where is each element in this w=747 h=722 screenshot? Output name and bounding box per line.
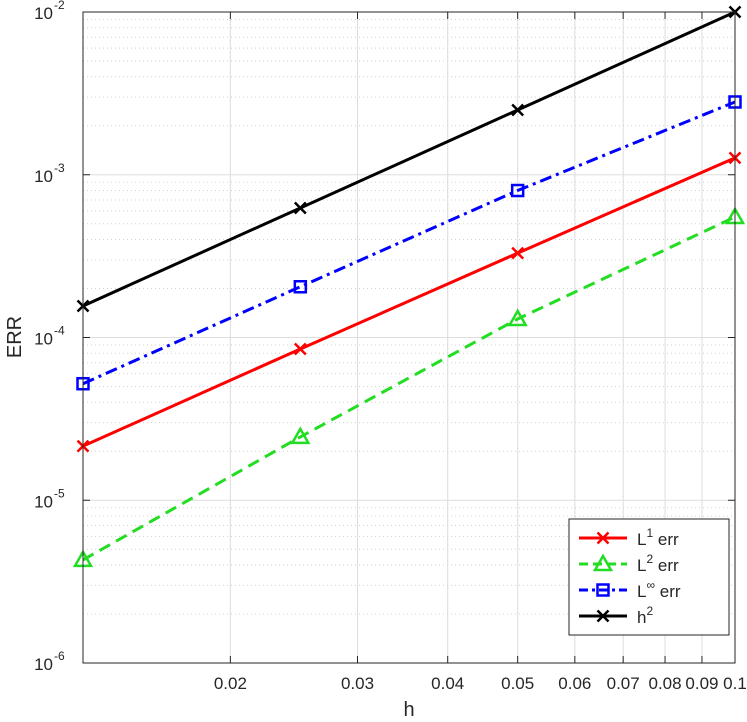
x-tick-label: 0.09 bbox=[685, 674, 718, 693]
x-axis-label: h bbox=[403, 699, 414, 721]
y-axis-label: ERR bbox=[4, 316, 26, 358]
legend-label: L1 err bbox=[637, 526, 679, 549]
y-tick-label: 10 bbox=[34, 492, 53, 511]
series-line bbox=[82, 100, 736, 386]
y-tick-label: 10 bbox=[34, 330, 53, 349]
legend-entry: L1 err bbox=[579, 526, 679, 549]
legend-entry: L2 err bbox=[579, 552, 679, 575]
x-tick-label: 0.07 bbox=[607, 674, 640, 693]
x-tick-label: 0.1 bbox=[723, 674, 747, 693]
y-tick-exponent: -5 bbox=[54, 486, 65, 500]
y-tick-label: 10 bbox=[34, 655, 53, 674]
marker-x bbox=[293, 201, 307, 215]
legend-entry: h2 bbox=[579, 604, 653, 627]
marker-triangle bbox=[507, 308, 528, 327]
y-tick-exponent: -2 bbox=[54, 0, 65, 12]
marker-square bbox=[293, 280, 308, 294]
marker-x bbox=[596, 531, 610, 545]
marker-x bbox=[293, 342, 307, 356]
x-tick-label: 0.06 bbox=[558, 674, 591, 693]
marker-x bbox=[511, 103, 525, 117]
y-tick-exponent: -6 bbox=[54, 649, 65, 663]
legend: L1 err L2 err L∞ err h2 bbox=[568, 518, 730, 636]
legend-label: L∞ err bbox=[637, 578, 681, 601]
y-tick-label: 10 bbox=[34, 167, 53, 186]
y-tick-exponent: -3 bbox=[54, 161, 65, 175]
series-line bbox=[82, 156, 736, 448]
marker-square bbox=[510, 183, 525, 198]
legend-label: L2 err bbox=[637, 552, 679, 575]
marker-x bbox=[596, 609, 610, 623]
x-tick-label: 0.03 bbox=[341, 674, 374, 693]
y-tick-exponent: -4 bbox=[54, 324, 65, 338]
marker-x bbox=[511, 246, 525, 260]
x-tick-label: 0.05 bbox=[501, 674, 534, 693]
series-4 bbox=[76, 5, 742, 313]
legend-entry: L∞ err bbox=[579, 578, 681, 601]
marker-triangle bbox=[290, 426, 311, 445]
y-tick-label: 10 bbox=[34, 4, 53, 23]
x-tick-label: 0.04 bbox=[431, 674, 464, 693]
marker-square bbox=[596, 583, 610, 597]
legend-label: h2 bbox=[637, 604, 653, 627]
series-line bbox=[82, 215, 736, 562]
series-line bbox=[82, 10, 736, 308]
marker-triangle bbox=[592, 553, 614, 572]
x-tick-label: 0.08 bbox=[648, 674, 681, 693]
ticks: 0.02 0.03 0.04 0.05 0.06 0.07 0.08 0.09 0.110 -61… bbox=[34, 0, 747, 693]
x-tick-label: 0.02 bbox=[214, 674, 247, 693]
